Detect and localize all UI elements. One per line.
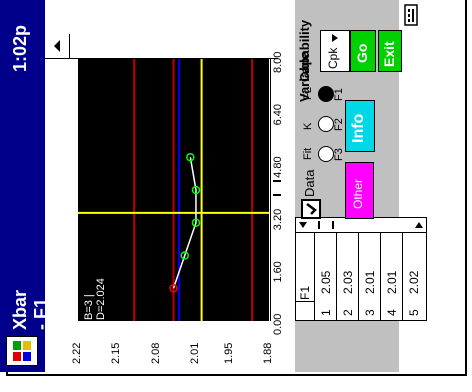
scroll-grip-icon [273, 180, 281, 196]
variable-option-label[interactable]: FL [302, 87, 314, 100]
desktop-border [6, 374, 466, 376]
table-row[interactable]: 4 2.01 [380, 232, 403, 320]
chevron-up-icon [54, 40, 60, 52]
data-label: Data [302, 169, 317, 197]
y-tick-label: 1.88 [262, 342, 274, 364]
table-row[interactable]: 1 2.05 [314, 232, 337, 320]
arrow-right-icon[interactable] [412, 218, 426, 232]
row-index: 3 [363, 309, 377, 316]
triangle-down-icon [332, 34, 338, 42]
chart-annotation: B=3 | D=2.024 [83, 278, 107, 320]
row-index: 4 [385, 309, 399, 316]
other-button[interactable]: Other [345, 162, 374, 219]
row-index: 2 [341, 309, 355, 316]
row-value: 2.05 [319, 270, 333, 294]
row-value: 2.01 [363, 270, 377, 294]
row-value: 2.01 [385, 270, 399, 294]
x-tick-label: 6.40 [272, 103, 284, 126]
data-table: F1 1 2.05 2 2.03 3 2.01 4 2.01 5 2.02 [295, 231, 427, 321]
info-label: Info [350, 113, 367, 143]
scroll-grip-icon [318, 221, 334, 229]
data-checkbox[interactable] [301, 199, 321, 219]
windows-start-icon [13, 341, 31, 361]
vertical-scrollbar[interactable] [45, 34, 278, 59]
table-row[interactable]: 2 2.03 [336, 232, 359, 320]
keyboard-icon [404, 4, 418, 26]
row-index: 5 [407, 309, 421, 316]
y-tick-label: 2.22 [71, 342, 83, 364]
y-tick-label: 2.15 [110, 342, 123, 364]
go-button[interactable]: Go [350, 30, 376, 72]
exit-button[interactable]: Exit [378, 30, 402, 72]
y-tick-label: 2.01 [188, 342, 201, 364]
table-header-corner [296, 301, 315, 320]
plot-canvas [78, 59, 269, 321]
exit-label: Exit [381, 41, 397, 67]
plot-area[interactable] [78, 59, 269, 321]
radio-circle-icon [318, 116, 334, 132]
data-point-1 [169, 284, 178, 293]
radio-label: F2 [333, 118, 345, 131]
y-tick-label: 1.95 [222, 342, 235, 364]
keyboard-button[interactable] [402, 3, 420, 27]
variable-radio-f3[interactable]: F3 [318, 134, 345, 162]
checkmark-icon [306, 203, 317, 215]
data-point-4 [191, 185, 201, 195]
scroll-up-button[interactable] [45, 34, 70, 58]
table-row[interactable]: 5 2.02 [402, 232, 425, 320]
data-point-5 [186, 153, 195, 162]
data-point-3 [191, 218, 201, 227]
row-index: 1 [319, 309, 333, 316]
x-tick-label: 0.00 [272, 313, 284, 335]
row-value: 2.03 [341, 270, 355, 294]
desktop-border-right [465, 0, 467, 376]
row-value: 2.02 [407, 270, 421, 294]
variable-option-label[interactable]: K [302, 122, 314, 130]
radio-label: F3 [333, 148, 345, 161]
capability-title: Capability [297, 19, 312, 82]
x-tick-label: 4.80 [272, 156, 284, 178]
data-checkbox-row[interactable]: Data [301, 165, 321, 219]
x-tick-label: 3.20 [272, 208, 284, 231]
y-axis-labels [45, 280, 65, 372]
series-line [172, 157, 197, 289]
other-label: Other [351, 178, 365, 209]
data-point-2 [180, 251, 189, 260]
table-header: F1 [298, 285, 312, 300]
table-row[interactable]: 3 2.01 [358, 232, 381, 320]
x-tick-label: 8.00 [272, 51, 284, 73]
clock[interactable]: 1:02p [10, 24, 30, 72]
capability-select-value: Cpk [326, 47, 340, 69]
info-button[interactable]: Info [345, 100, 375, 152]
variable-option-label[interactable]: Fit [302, 147, 314, 160]
radio-label: F1 [333, 88, 345, 101]
radio-circle-icon [318, 86, 334, 102]
variable-radio-f2[interactable]: F2 [318, 104, 345, 132]
start-button[interactable] [6, 336, 38, 366]
go-label: Go [354, 43, 370, 63]
capability-select[interactable]: Cpk [320, 30, 350, 72]
arrow-left-icon[interactable] [296, 218, 310, 232]
y-tick-label: 2.08 [149, 342, 162, 364]
table-scrollbar[interactable] [295, 217, 427, 233]
variable-radio-f1[interactable]: F1 [318, 74, 345, 102]
radio-circle-icon [318, 146, 334, 162]
x-tick-label: 1.60 [272, 261, 284, 283]
